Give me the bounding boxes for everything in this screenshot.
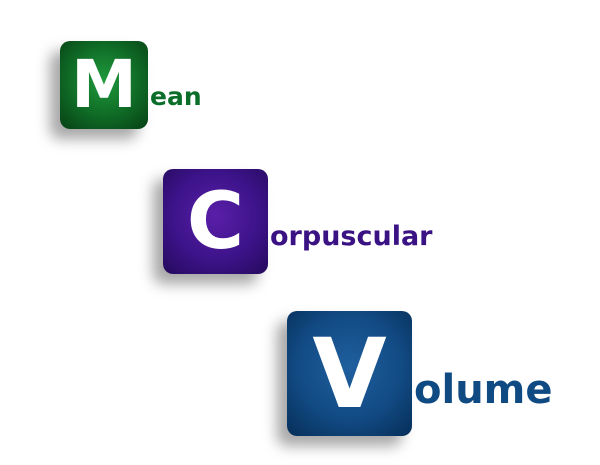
- word-volume: V olume: [287, 311, 552, 436]
- letter-tile-c: C: [163, 169, 268, 274]
- letter-tile-m: M: [60, 41, 148, 129]
- word-corpuscular: C orpuscular: [163, 169, 433, 274]
- word-remainder: olume: [414, 367, 553, 413]
- word-mean: M ean: [60, 41, 202, 129]
- word-remainder: ean: [150, 82, 202, 111]
- initial-letter: C: [186, 176, 245, 267]
- letter-tile-v: V: [287, 311, 412, 436]
- initial-letter: M: [71, 46, 137, 123]
- initial-letter: V: [312, 317, 387, 430]
- word-remainder: orpuscular: [270, 221, 433, 252]
